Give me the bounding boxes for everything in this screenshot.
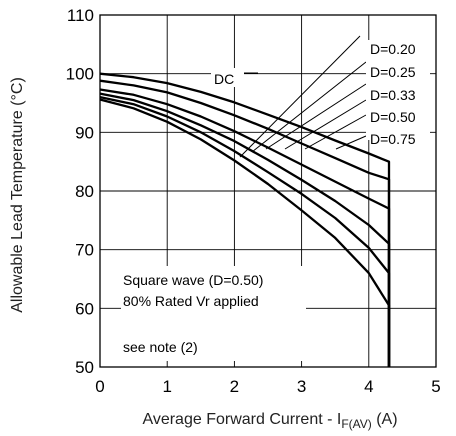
series-line-5 bbox=[99, 98, 391, 367]
x-axis-title-unit: (A) bbox=[372, 411, 398, 428]
x-tick-label: 0 bbox=[95, 377, 104, 396]
x-tick-labels: 0 1 2 3 4 5 bbox=[95, 377, 440, 396]
series-line-3 bbox=[99, 92, 391, 367]
x-tick-label: 3 bbox=[297, 377, 306, 396]
label-leaders bbox=[239, 35, 367, 158]
label-leader bbox=[335, 135, 367, 150]
curve-label-d075: D=0.75 bbox=[370, 131, 416, 147]
y-tick-label: 80 bbox=[75, 182, 94, 201]
x-tick-label: 4 bbox=[364, 377, 373, 396]
y-tick-labels: 50 60 70 80 90 100 110 bbox=[66, 6, 94, 377]
curve-label-d050: D=0.50 bbox=[370, 109, 416, 125]
y-tick-label: 110 bbox=[67, 6, 94, 25]
annotation-box bbox=[121, 266, 306, 361]
x-axis-title: Average Forward Current - IF(AV) (A) bbox=[142, 411, 397, 431]
label-leader bbox=[265, 83, 367, 150]
curve-label-d020: D=0.20 bbox=[370, 41, 416, 57]
label-leader bbox=[239, 35, 361, 158]
x-axis-title-main: Average Forward Current - I bbox=[142, 411, 341, 428]
y-axis-title: Allowable Lead Temperature (°C) bbox=[9, 77, 26, 313]
label-leader bbox=[304, 114, 367, 150]
label-leader bbox=[284, 99, 367, 150]
series-line-4 bbox=[99, 95, 391, 367]
x-tick-label: 5 bbox=[431, 377, 440, 396]
x-tick-label: 1 bbox=[162, 377, 171, 396]
series-layer bbox=[99, 72, 391, 367]
y-tick-label: 70 bbox=[75, 241, 94, 260]
duty-label-bg bbox=[366, 40, 430, 140]
plot-frame bbox=[99, 14, 437, 368]
y-tick-label: 90 bbox=[75, 123, 94, 142]
dc-label-bg bbox=[211, 68, 244, 87]
y-tick-label: 50 bbox=[75, 358, 94, 377]
x-axis-title-subscript: F(AV) bbox=[341, 417, 371, 431]
series-line-0 bbox=[99, 72, 391, 367]
curve-label-d033: D=0.33 bbox=[370, 87, 416, 103]
annotation-waveform: Square wave (D=0.50) bbox=[123, 272, 263, 288]
x-tick-label: 2 bbox=[230, 377, 239, 396]
annotation-rated-vr: 80% Rated Vr applied bbox=[123, 293, 259, 309]
curve-label-dc: DC bbox=[214, 71, 234, 87]
annotation-note: see note (2) bbox=[123, 339, 198, 355]
y-tick-label: 100 bbox=[66, 65, 94, 84]
y-tick-label: 60 bbox=[75, 299, 94, 318]
label-leader bbox=[251, 61, 367, 153]
curve-label-d025: D=0.25 bbox=[370, 64, 416, 80]
